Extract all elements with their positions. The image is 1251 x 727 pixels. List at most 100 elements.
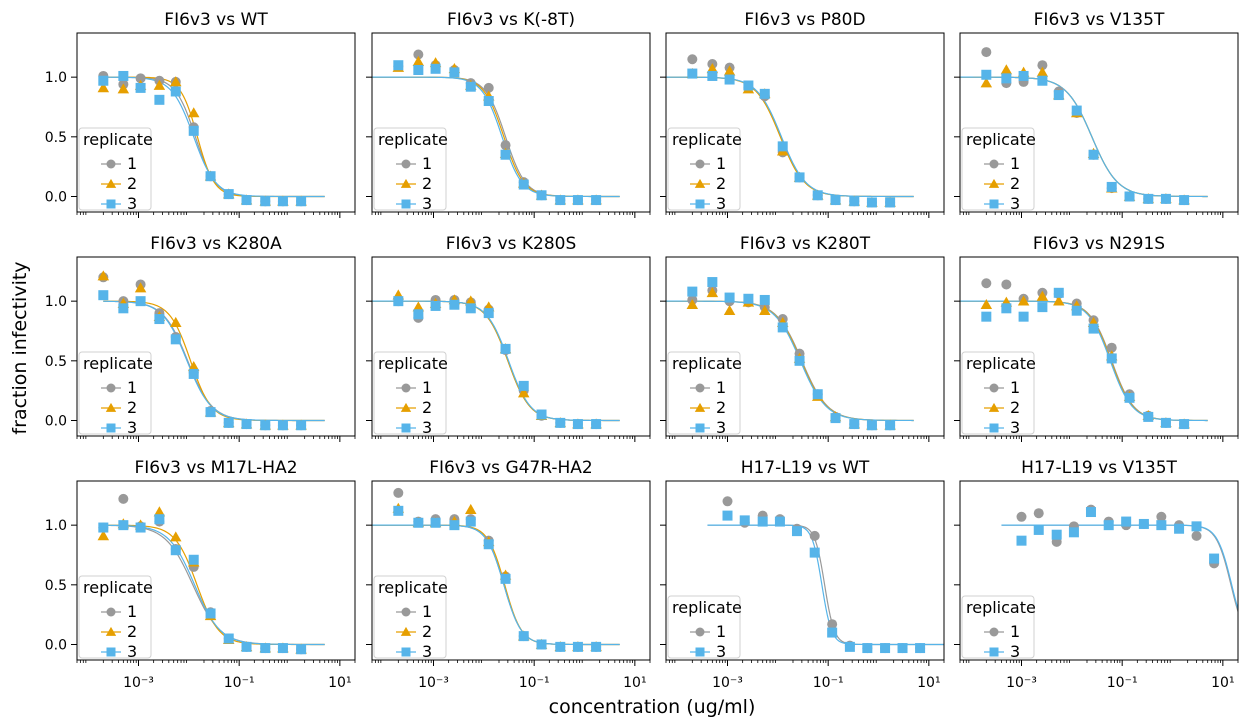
data-point-rep3 [555,195,566,206]
legend: replicate 123 [961,351,1036,437]
legend-box [78,127,152,211]
legend-label: 2 [716,174,726,193]
legend-box [667,351,741,435]
data-point-rep3 [849,419,860,430]
y-tick-label: 0.5 [45,578,67,594]
data-point-rep2 [412,301,425,312]
data-point-rep3 [759,88,770,99]
data-point-rep3 [536,639,547,650]
legend-title: replicate [83,578,153,597]
data-point-rep3 [777,322,788,333]
legend-marker [106,383,116,393]
data-point-rep3 [1071,105,1082,116]
data-point-rep3 [465,81,476,92]
legend-title: replicate [378,130,448,149]
x-tick-label: 10⁻³ [1006,675,1037,691]
data-point-rep2 [1036,290,1049,301]
data-point-rep3 [1156,520,1167,531]
data-point-rep3 [866,197,877,208]
legend-label: 3 [1010,194,1020,213]
subplot-title: FI6v3 vs P80D [744,10,865,30]
data-point-rep2 [1053,295,1065,306]
subplot-title: FI6v3 vs K280A [150,234,282,254]
data-point-rep3 [449,67,460,78]
x-tick-label: 10⁻¹ [813,675,844,691]
data-point-rep3 [1106,181,1117,192]
x-tick-label: 10¹ [623,675,646,691]
data-point-rep2 [170,531,182,542]
legend-label: 1 [127,154,137,173]
y-axis-label: fraction infectivity [9,261,31,434]
data-point-rep3 [1209,553,1220,564]
legend-marker [695,647,705,657]
data-point-rep1 [393,487,404,498]
data-point-rep1 [413,49,424,60]
data-point-rep3 [1143,193,1154,204]
legend: replicate 123 [78,127,153,213]
data-point-rep3 [260,643,271,654]
legend-marker [988,178,1000,188]
data-point-rep3 [170,86,181,97]
y-tick-label: 0.0 [45,637,67,653]
data-point-rep3 [483,308,494,319]
data-point-rep3 [98,522,109,533]
legend-label: 1 [422,154,432,173]
data-point-rep2 [1000,64,1013,75]
legend-label: 1 [716,378,726,397]
data-point-rep3 [1103,520,1114,531]
data-point-rep3 [465,516,476,527]
data-point-rep3 [483,539,494,550]
data-point-rep3 [1037,75,1048,86]
data-point-rep3 [830,195,841,206]
legend-marker [401,423,411,433]
x-tick-label: 10⁻³ [418,675,449,691]
legend-label: 1 [422,602,432,621]
subplot-panel: FI6v3 vs P80D replicate 123 [660,10,945,218]
data-point-rep3 [223,633,234,644]
subplot-panel: H17-L19 vs WT 10⁻³ 10⁻¹ 10¹ replicate 13 [660,458,945,691]
legend-box [373,127,447,211]
legend-label: 3 [1010,642,1020,661]
data-point-rep3 [885,197,896,208]
legend-marker [989,647,999,657]
legend-label: 1 [127,378,137,397]
legend-box [961,595,1035,659]
data-point-rep1 [1106,342,1117,353]
axes-frame [959,32,1239,213]
legend-label: 2 [716,398,726,417]
data-point-rep3 [241,419,252,430]
legend-title: replicate [672,354,742,373]
data-point-rep2 [153,506,166,517]
subplot-panel: H17-L19 vs V135T 10⁻³ 10⁻¹ 10¹ replicate 13 [954,458,1239,691]
y-tick-label: 1.0 [45,70,67,86]
data-point-rep3 [135,522,146,533]
data-point-rep3 [687,68,698,79]
legend-label: 3 [1010,418,1020,437]
data-point-rep3 [260,196,271,207]
legend-marker [106,607,116,617]
data-point-rep3 [118,70,129,81]
legend: replicate 13 [667,595,742,661]
legend-marker [105,178,117,188]
subplot-title: FI6v3 vs G47R-HA2 [429,458,593,478]
legend-marker [401,159,411,169]
legend-marker [695,199,705,209]
data-point-rep2 [97,270,110,281]
data-point-rep3 [518,380,529,391]
data-point-rep3 [555,641,566,652]
legend: replicate 123 [373,351,448,437]
data-point-rep1 [722,496,733,507]
data-point-rep3 [1053,287,1064,298]
legend-title: replicate [378,354,448,373]
data-point-rep3 [188,368,199,379]
data-point-rep1 [135,73,146,84]
data-point-rep2 [170,316,182,327]
data-point-rep3 [536,409,547,420]
legend-label: 1 [127,602,137,621]
legend-label: 1 [1010,154,1020,173]
data-point-rep3 [1071,305,1082,316]
fit-curve-rep3 [1001,524,1238,610]
data-point-rep3 [794,355,805,366]
y-tick-label: 0.0 [45,413,67,429]
subplot-title: FI6v3 vs V135T [1034,10,1165,30]
